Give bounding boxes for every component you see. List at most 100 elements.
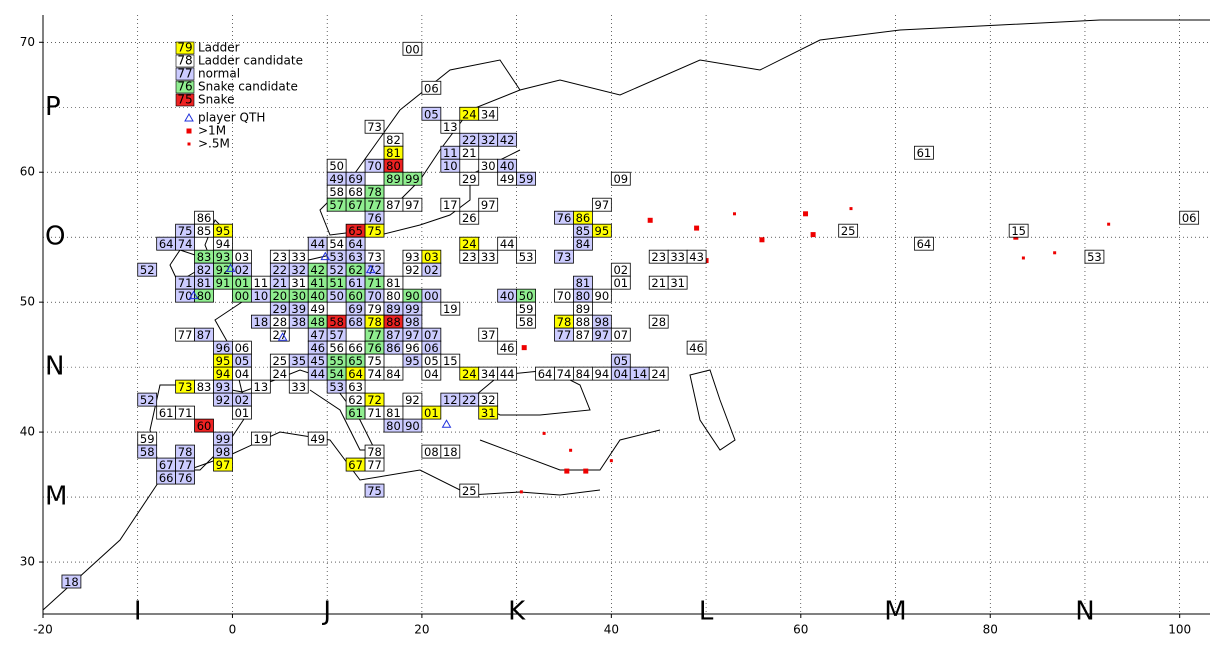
square-label: 76 <box>178 471 193 485</box>
square-label: 03 <box>424 250 439 264</box>
grid-square <box>137 392 158 407</box>
square-label: 19 <box>254 432 269 446</box>
grid-square <box>421 366 442 381</box>
legend-label: Snake <box>198 93 234 107</box>
square-label: 96 <box>216 341 231 355</box>
grid-square <box>421 106 442 121</box>
field-label: M <box>884 597 906 627</box>
square-label: 56 <box>329 341 344 355</box>
square-label: 39 <box>291 302 306 316</box>
square-label: 75 <box>367 354 382 368</box>
square-label: 02 <box>235 393 250 407</box>
square-label: 25 <box>462 484 477 498</box>
legend-label: Snake candidate <box>198 80 298 94</box>
square-label: 97 <box>481 198 496 212</box>
coastline <box>42 19 1210 611</box>
station-large <box>810 232 816 238</box>
square-label: 40 <box>500 159 515 173</box>
grid-square <box>440 119 461 134</box>
square-label: 53 <box>329 250 344 264</box>
square-label: 87 <box>576 328 591 342</box>
square-label: 78 <box>557 315 572 329</box>
x-tick-label: 100 <box>1168 623 1191 637</box>
square-label: 87 <box>197 328 212 342</box>
grid-square <box>402 41 423 56</box>
square-label: 90 <box>405 289 420 303</box>
square-label: 50 <box>329 159 344 173</box>
grid-square <box>610 327 631 342</box>
grid-square <box>402 171 423 186</box>
square-label: 21 <box>272 276 287 290</box>
square-label: 55 <box>329 354 344 368</box>
square-label: 06 <box>424 81 439 95</box>
square-label: 85 <box>197 224 212 238</box>
square-label: 81 <box>197 276 212 290</box>
square-label: 81 <box>386 406 401 420</box>
square-label: 44 <box>500 237 515 251</box>
square-label: 69 <box>348 172 363 186</box>
square-label: 87 <box>386 328 401 342</box>
square-label: 68 <box>348 185 363 199</box>
square-label: 74 <box>178 237 193 251</box>
grid-square <box>269 366 290 381</box>
square-label: 53 <box>519 250 534 264</box>
square-label: 95 <box>595 224 610 238</box>
square-label: 18 <box>64 575 79 589</box>
x-tick-label: 60 <box>793 623 808 637</box>
y-tick-label: 70 <box>20 35 35 49</box>
square-label: 54 <box>329 237 344 251</box>
square-label: 59 <box>140 432 155 446</box>
grid-square <box>364 119 385 134</box>
square-label: 61 <box>917 146 932 160</box>
square-label: 83 <box>197 250 212 264</box>
square-label: 84 <box>386 367 401 381</box>
square-label: 24 <box>651 367 666 381</box>
grid-square <box>194 327 214 342</box>
square-label: 11 <box>443 146 458 160</box>
square-label: 15 <box>443 354 458 368</box>
grid-square <box>516 171 536 186</box>
square-label: 08 <box>424 445 439 459</box>
grid-square <box>402 418 423 433</box>
square-label: 62 <box>348 393 363 407</box>
square-label: 46 <box>310 341 325 355</box>
square-label: 97 <box>595 198 610 212</box>
square-label: 23 <box>272 250 287 264</box>
square-label: 71 <box>367 276 382 290</box>
square-label: 64 <box>348 367 363 381</box>
square-label: 60 <box>348 289 363 303</box>
legend-swatch <box>175 80 195 94</box>
square-label: 18 <box>254 315 269 329</box>
legend-label: Ladder candidate <box>198 54 303 68</box>
grid-square <box>421 262 442 277</box>
square-label: 31 <box>481 406 496 420</box>
square-label: 79 <box>367 302 382 316</box>
square-label: 04 <box>424 367 439 381</box>
square-label: 21 <box>462 146 477 160</box>
square-label: 70 <box>367 289 382 303</box>
square-label: 86 <box>576 211 591 225</box>
square-label: 50 <box>519 289 534 303</box>
square-label: 93 <box>216 250 231 264</box>
legend-marker <box>184 112 194 122</box>
square-label: 29 <box>462 172 477 186</box>
square-label: 92 <box>405 393 420 407</box>
station-small <box>519 490 523 494</box>
square-label: 10 <box>443 159 458 173</box>
square-label: 77 <box>367 198 382 212</box>
square-label: 26 <box>462 211 477 225</box>
y-tick-label: 40 <box>20 425 35 439</box>
square-label: 62 <box>348 263 363 277</box>
square-label: 82 <box>386 133 401 147</box>
square-label: 40 <box>310 289 325 303</box>
square-label: 27 <box>272 328 287 342</box>
station-large <box>521 345 527 351</box>
square-label: 76 <box>367 211 382 225</box>
grid-square <box>213 457 233 472</box>
square-label: 04 <box>613 367 628 381</box>
square-label: 10 <box>254 289 269 303</box>
square-label: 61 <box>159 406 174 420</box>
legend-swatch <box>175 93 195 107</box>
square-label: 33 <box>670 250 685 264</box>
grid-square <box>175 236 195 251</box>
